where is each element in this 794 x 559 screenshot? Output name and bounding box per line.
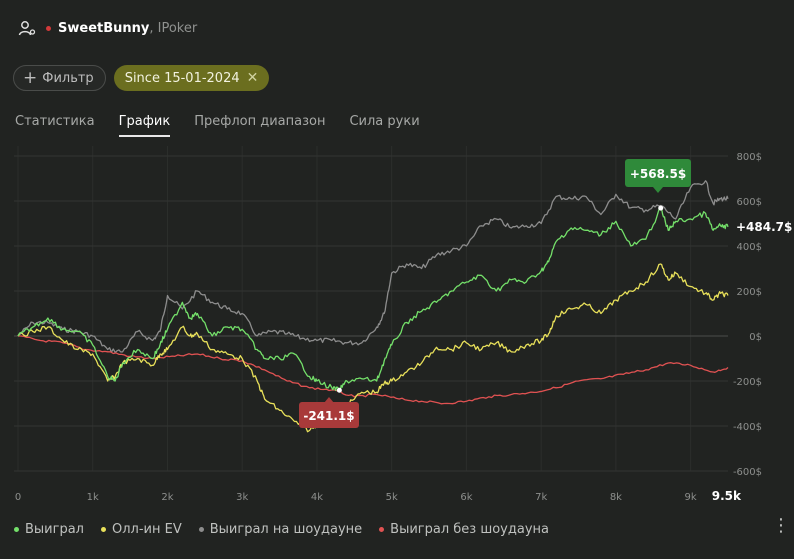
tab-preflop-range[interactable]: Префлоп диапазон [194,114,326,129]
y-tick-label: 600$ [737,197,762,208]
header: SweetBunny , IPoker [18,16,197,40]
min-label-box [299,402,359,428]
current-value-label: +484.7$ [736,220,792,234]
y-tick-label: 400$ [737,242,762,253]
y-tick-label: -400$ [733,422,762,433]
x-tick-label: 9k [685,492,697,503]
tab-hand-strength[interactable]: Сила руки [349,114,420,129]
min-label-pointer [324,397,334,403]
user-settings-icon[interactable] [18,19,36,37]
series-line-0 [17,207,729,392]
player-name[interactable]: SweetBunny [58,20,150,36]
legend-marker-non-showdown [379,527,385,532]
legend-marker-allin-ev [101,527,106,532]
x-end-label: 9.5k [712,489,742,503]
x-tick-label: 3k [236,492,248,503]
room-name: , IPoker [149,20,198,36]
legend-label-showdown: Выиграл на шоудауне [209,522,363,537]
filter-bar: + Фильтр Since 15-01-2024 ✕ [13,65,270,91]
tab-statistics[interactable]: Статистика [15,114,95,129]
x-tick-label: 2k [161,492,173,503]
legend-marker-won [14,527,19,532]
min-point-marker [336,387,342,393]
tab-graph[interactable]: График [118,114,171,137]
x-tick-label: 5k [386,492,398,503]
max-label-box [625,159,691,187]
legend-item-won[interactable]: Выиграл [14,522,84,537]
legend-label-won: Выиграл [25,522,84,537]
chart-legend: Выиграл Олл-ин EV Выиграл на шоудауне Вы… [14,522,549,537]
add-filter-label: Фильтр [42,70,94,86]
more-vertical-icon[interactable]: ⋮ [772,515,790,536]
series-line-2 [17,180,729,354]
legend-item-allin-ev[interactable]: Олл-ин EV [101,522,182,537]
legend-label-allin-ev: Олл-ин EV [112,522,182,537]
x-tick-label: 6k [460,492,472,503]
date-filter-chip[interactable]: Since 15-01-2024 ✕ [113,65,270,91]
legend-label-non-showdown: Выиграл без шоудауна [390,522,549,537]
max-point-marker [658,205,664,211]
y-tick-label: 800$ [737,152,762,163]
y-tick-label: 200$ [737,287,762,298]
x-tick-label: 4k [311,492,323,503]
x-tick-label: 8k [610,492,622,503]
plus-icon: + [23,67,38,88]
series-line-3 [18,335,729,405]
x-tick-label: 7k [535,492,547,503]
legend-item-non-showdown[interactable]: Выиграл без шоудауна [379,522,549,537]
min-label: -241.1$ [303,409,354,423]
x-tick-label: 1k [87,492,99,503]
x-tick-label: 0 [15,492,21,503]
legend-item-showdown[interactable]: Выиграл на шоудауне [198,522,363,537]
max-label-pointer [653,187,663,193]
close-icon[interactable]: ✕ [246,70,259,86]
winnings-chart[interactable]: 800$ 600$ 400$ 200$ 0$ -200$ -400$ -600$ 0 1k 2k 3k… [0,140,794,510]
y-tick-label: 0$ [749,332,762,343]
status-dot [46,25,51,31]
y-tick-label: -600$ [733,467,762,478]
tab-bar: Статистика График Префлоп диапазон Сила … [15,114,420,137]
date-filter-label: Since 15-01-2024 [124,70,240,86]
max-label: +568.5$ [630,167,686,181]
add-filter-button[interactable]: + Фильтр [13,65,106,91]
y-tick-label: -200$ [733,377,762,388]
legend-marker-showdown [198,527,204,532]
series-line-1 [17,263,729,433]
